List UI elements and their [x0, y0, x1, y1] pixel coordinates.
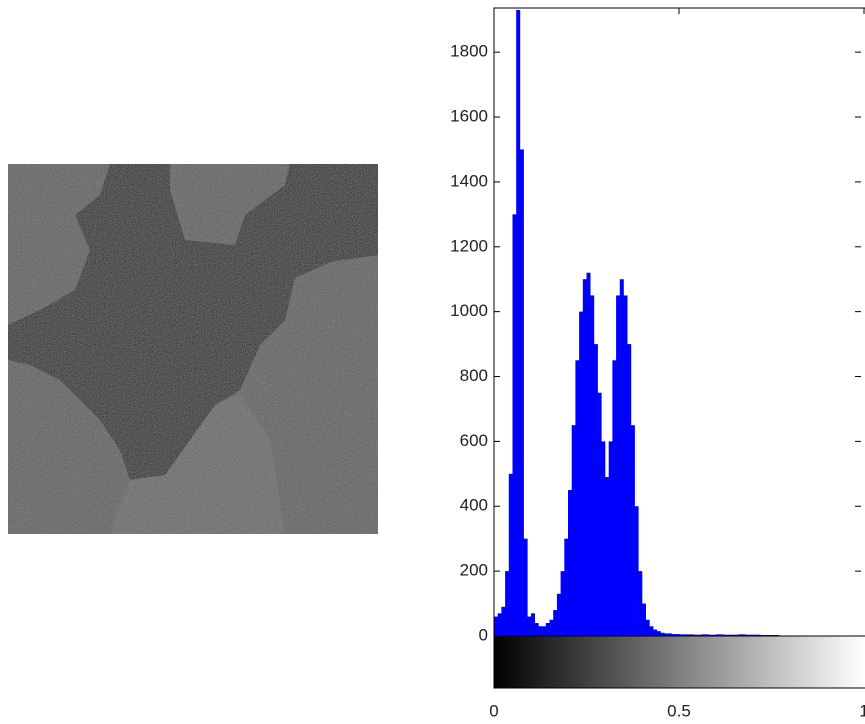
bar	[716, 634, 724, 636]
bar	[608, 441, 613, 636]
bar	[605, 477, 609, 636]
bar	[612, 360, 617, 636]
bar	[512, 214, 517, 636]
bar	[664, 633, 672, 636]
bar	[627, 344, 632, 636]
bar	[723, 634, 732, 636]
bar	[649, 626, 654, 636]
bar	[653, 629, 658, 636]
y-tick-label: 1600	[450, 107, 488, 126]
bar	[549, 619, 554, 636]
bar	[679, 634, 687, 636]
y-tick-label: 1800	[450, 42, 488, 61]
bar	[623, 295, 628, 636]
bar	[568, 490, 572, 636]
x-tick-label: 0	[489, 701, 498, 720]
bar	[616, 295, 621, 636]
y-tick-label: 0	[479, 625, 488, 644]
bar	[497, 613, 502, 636]
x-tick-label: 1	[859, 701, 865, 720]
bar	[523, 538, 528, 636]
bar	[634, 506, 639, 636]
bar	[494, 616, 498, 636]
bar	[693, 634, 702, 636]
bar	[701, 634, 709, 636]
bar	[597, 392, 602, 636]
axes-box	[493, 7, 865, 689]
plot: 0 200 400 600 800 1000 1200 1400 1600 1800 0 0.5 1	[450, 8, 865, 720]
bar	[642, 603, 646, 636]
bar	[738, 634, 746, 636]
bar	[545, 623, 550, 636]
y-tick-label: 200	[460, 561, 488, 580]
bar	[671, 634, 680, 636]
bar	[645, 619, 650, 636]
y-tick-label: 600	[460, 431, 488, 450]
bar	[538, 626, 543, 636]
bar	[505, 571, 510, 636]
bar	[560, 571, 565, 636]
bar	[527, 616, 532, 636]
bar	[619, 279, 624, 636]
bar	[601, 441, 606, 636]
bar	[516, 10, 521, 636]
bar	[590, 295, 595, 636]
bar	[579, 311, 584, 636]
bar	[686, 634, 695, 636]
bar	[553, 610, 558, 636]
bar	[556, 593, 561, 636]
bar	[745, 634, 754, 636]
bar	[708, 634, 717, 636]
bar	[586, 272, 591, 636]
bar	[542, 626, 547, 636]
bar	[660, 632, 665, 636]
bar	[508, 473, 513, 636]
colorbar	[494, 636, 865, 688]
bar	[534, 623, 539, 636]
bar	[571, 425, 576, 636]
image	[8, 164, 378, 534]
bar	[575, 360, 580, 636]
bar	[501, 606, 506, 636]
bar	[531, 613, 535, 636]
y-tick-label: 800	[460, 366, 488, 385]
bar	[593, 344, 598, 636]
bar	[564, 538, 569, 636]
bar	[730, 634, 739, 636]
bar	[582, 279, 587, 636]
y-tick-label: 1200	[450, 236, 488, 255]
bar	[638, 571, 643, 636]
bar	[630, 425, 635, 636]
y-tick-label: 1400	[450, 171, 488, 190]
bar	[753, 634, 761, 636]
bar	[519, 149, 524, 636]
x-tick-label: 0.5	[667, 701, 691, 720]
bar	[656, 631, 661, 636]
y-tick-label: 1000	[450, 301, 488, 320]
y-tick-label: 400	[460, 496, 488, 515]
